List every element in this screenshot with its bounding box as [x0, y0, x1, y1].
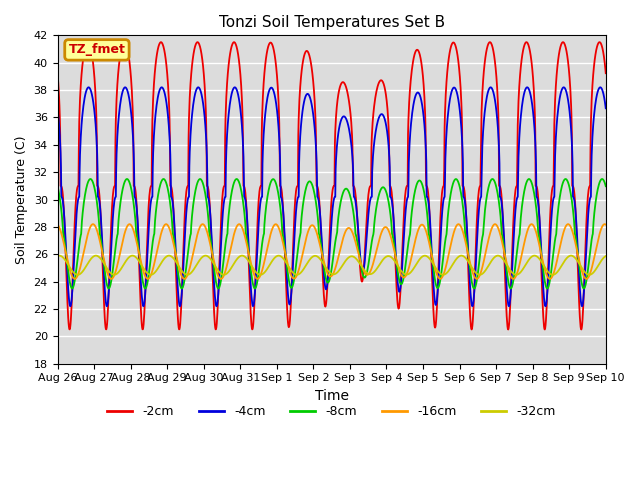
- -16cm: [489, 223, 497, 228]
- -2cm: [417, 55, 424, 61]
- -16cm: [125, 221, 133, 227]
- -4cm: [489, 87, 497, 93]
- -2cm: [54, 71, 61, 76]
- Line: -32cm: -32cm: [58, 256, 605, 275]
- -16cm: [54, 222, 61, 228]
- -2cm: [602, 71, 609, 76]
- -8cm: [196, 176, 204, 182]
- -32cm: [538, 259, 545, 264]
- -16cm: [602, 222, 609, 228]
- -4cm: [54, 106, 61, 111]
- -4cm: [163, 97, 170, 103]
- -4cm: [505, 303, 513, 309]
- -32cm: [488, 257, 496, 263]
- -8cm: [538, 252, 545, 258]
- -32cm: [417, 255, 424, 261]
- Line: -4cm: -4cm: [58, 87, 605, 306]
- Line: -8cm: -8cm: [58, 179, 605, 288]
- -32cm: [54, 253, 61, 259]
- -2cm: [163, 60, 170, 65]
- -8cm: [489, 176, 497, 182]
- -16cm: [417, 222, 425, 228]
- -32cm: [237, 253, 244, 259]
- -32cm: [494, 253, 502, 259]
- -8cm: [163, 180, 170, 185]
- -2cm: [175, 326, 183, 332]
- -16cm: [177, 269, 184, 275]
- -8cm: [175, 279, 183, 285]
- -32cm: [602, 253, 609, 259]
- -4cm: [175, 302, 183, 308]
- -16cm: [163, 222, 171, 228]
- -8cm: [214, 286, 222, 291]
- -16cm: [237, 224, 245, 229]
- -8cm: [602, 183, 609, 189]
- -8cm: [237, 189, 245, 195]
- -4cm: [538, 250, 545, 255]
- Y-axis label: Soil Temperature (C): Soil Temperature (C): [15, 135, 28, 264]
- -2cm: [538, 268, 545, 274]
- -16cm: [108, 276, 115, 282]
- Legend: -2cm, -4cm, -8cm, -16cm, -32cm: -2cm, -4cm, -8cm, -16cm, -32cm: [102, 400, 561, 423]
- -8cm: [417, 180, 425, 185]
- Title: Tonzi Soil Temperatures Set B: Tonzi Soil Temperatures Set B: [219, 15, 445, 30]
- Line: -16cm: -16cm: [58, 224, 605, 279]
- -32cm: [175, 264, 183, 270]
- X-axis label: Time: Time: [315, 389, 349, 403]
- -2cm: [504, 326, 512, 332]
- -4cm: [487, 84, 495, 90]
- Line: -2cm: -2cm: [58, 42, 605, 329]
- -2cm: [237, 77, 244, 83]
- -4cm: [417, 95, 424, 100]
- Text: TZ_fmet: TZ_fmet: [68, 43, 125, 56]
- -2cm: [488, 43, 496, 49]
- -32cm: [163, 254, 170, 260]
- -4cm: [237, 110, 244, 116]
- -8cm: [54, 183, 61, 189]
- -4cm: [602, 106, 609, 111]
- -32cm: [513, 272, 520, 277]
- -16cm: [538, 252, 545, 258]
- -2cm: [523, 39, 531, 45]
